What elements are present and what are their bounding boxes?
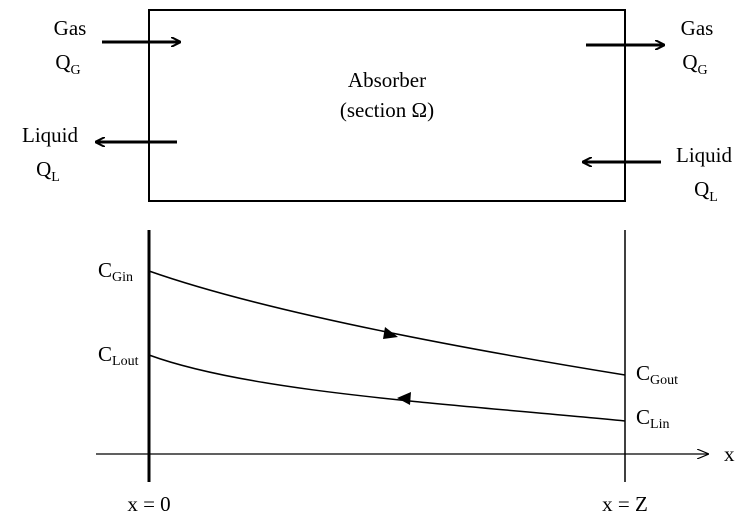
x-end-label: x = Z xyxy=(602,492,648,516)
liquid-flow-direction-arrowhead xyxy=(397,392,411,405)
gas-inlet-concentration-label: CGin xyxy=(98,258,133,285)
absorber-subtitle: (section Ω) xyxy=(340,98,434,122)
gas-in-label: Gas xyxy=(54,16,87,40)
liquid-out-flow: QL xyxy=(36,157,60,185)
absorber-title: Absorber xyxy=(348,68,426,92)
gas-flow-direction-arrowhead xyxy=(383,327,398,339)
liquid-out-label: Liquid xyxy=(22,123,78,147)
gas-out-flow: QG xyxy=(682,50,707,78)
liquid-in-flow: QL xyxy=(694,177,718,205)
liquid-in-label: Liquid xyxy=(676,143,732,167)
liquid-outlet-concentration-label: CLout xyxy=(98,342,139,369)
gas-concentration-curve xyxy=(148,270,626,376)
gas-outlet-concentration-label: CGout xyxy=(636,361,678,388)
gas-in-flow: QG xyxy=(55,50,80,78)
gas-out-label: Gas xyxy=(681,16,714,40)
liquid-concentration-curve xyxy=(148,354,626,422)
x-start-label: x = 0 xyxy=(127,492,170,516)
x-axis-label: x xyxy=(724,442,735,466)
absorber-box xyxy=(148,9,626,202)
liquid-inlet-concentration-label: CLin xyxy=(636,405,669,432)
